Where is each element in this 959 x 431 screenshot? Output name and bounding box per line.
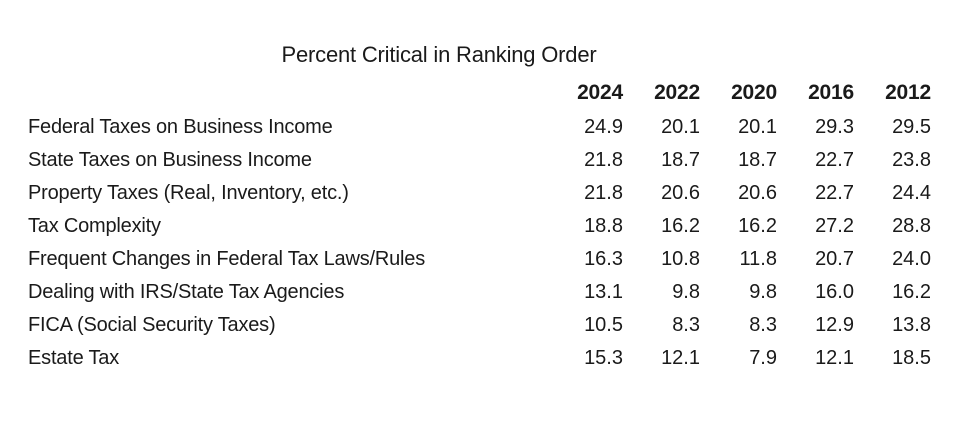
value-cell: 11.8 [739,248,777,270]
value-cell: 8.3 [672,314,700,336]
value-cell: 18.5 [892,347,931,369]
value-cell: 13.8 [892,314,931,336]
value-cell: 24.9 [584,116,623,138]
column-header-year: 2022 [654,80,700,104]
value-cell: 9.8 [672,281,700,303]
value-cell: 20.6 [661,182,700,204]
table-title: Percent Critical in Ranking Order [281,42,597,67]
value-cell: 21.8 [584,149,623,171]
header-spacer [28,74,546,111]
value-cell: 16.2 [738,215,777,237]
value-cell: 10.8 [661,248,700,270]
table-row: FICA (Social Security Taxes) 10.5 8.3 8.… [28,309,931,342]
column-header-year: 2024 [577,80,623,104]
value-cell: 8.3 [749,314,777,336]
row-label: FICA (Social Security Taxes) [28,314,276,336]
value-cell: 23.8 [892,149,931,171]
table-row: Estate Tax 15.3 12.1 7.9 12.1 18.5 [28,342,931,375]
row-label: Property Taxes (Real, Inventory, etc.) [28,182,349,204]
value-cell: 15.3 [584,347,623,369]
table-row: Dealing with IRS/State Tax Agencies 13.1… [28,276,931,309]
row-label: State Taxes on Business Income [28,149,312,171]
row-label: Tax Complexity [28,215,161,237]
value-cell: 12.9 [815,314,854,336]
column-header-year: 2016 [808,80,854,104]
value-cell: 12.1 [815,347,854,369]
value-cell: 13.1 [584,281,623,303]
data-table: 2024 2022 2020 2016 2012 Federal Taxes o… [28,74,931,375]
value-cell: 20.1 [738,116,777,138]
value-cell: 16.2 [892,281,931,303]
value-cell: 22.7 [815,149,854,171]
row-label: Federal Taxes on Business Income [28,116,333,138]
column-header-year: 2012 [885,80,931,104]
row-label: Estate Tax [28,347,120,369]
value-cell: 18.8 [584,215,623,237]
value-cell: 20.1 [661,116,700,138]
value-cell: 20.7 [815,248,854,270]
value-cell: 7.9 [749,347,777,369]
value-cell: 27.2 [815,215,854,237]
column-header-year: 2020 [731,80,777,104]
table-row: State Taxes on Business Income 21.8 18.7… [28,144,931,177]
value-cell: 29.5 [892,116,931,138]
value-cell: 20.6 [738,182,777,204]
value-cell: 10.5 [584,314,623,336]
table-row: Federal Taxes on Business Income 24.9 20… [28,111,931,144]
value-cell: 18.7 [738,149,777,171]
table-row: Frequent Changes in Federal Tax Laws/Rul… [28,243,931,276]
value-cell: 22.7 [815,182,854,204]
value-cell: 12.1 [661,347,700,369]
value-cell: 29.3 [815,116,854,138]
row-label: Frequent Changes in Federal Tax Laws/Rul… [28,248,426,270]
value-cell: 16.2 [661,215,700,237]
value-cell: 9.8 [749,281,777,303]
value-cell: 21.8 [584,182,623,204]
row-label: Dealing with IRS/State Tax Agencies [28,281,345,303]
value-cell: 16.0 [815,281,854,303]
value-cell: 24.4 [892,182,931,204]
table-row: Tax Complexity 18.8 16.2 16.2 27.2 28.8 [28,210,931,243]
value-cell: 24.0 [892,248,931,270]
value-cell: 28.8 [892,215,931,237]
value-cell: 18.7 [661,149,700,171]
value-cell: 16.3 [584,248,623,270]
table-row: Property Taxes (Real, Inventory, etc.) 2… [28,177,931,210]
header-row: 2024 2022 2020 2016 2012 [28,74,931,111]
